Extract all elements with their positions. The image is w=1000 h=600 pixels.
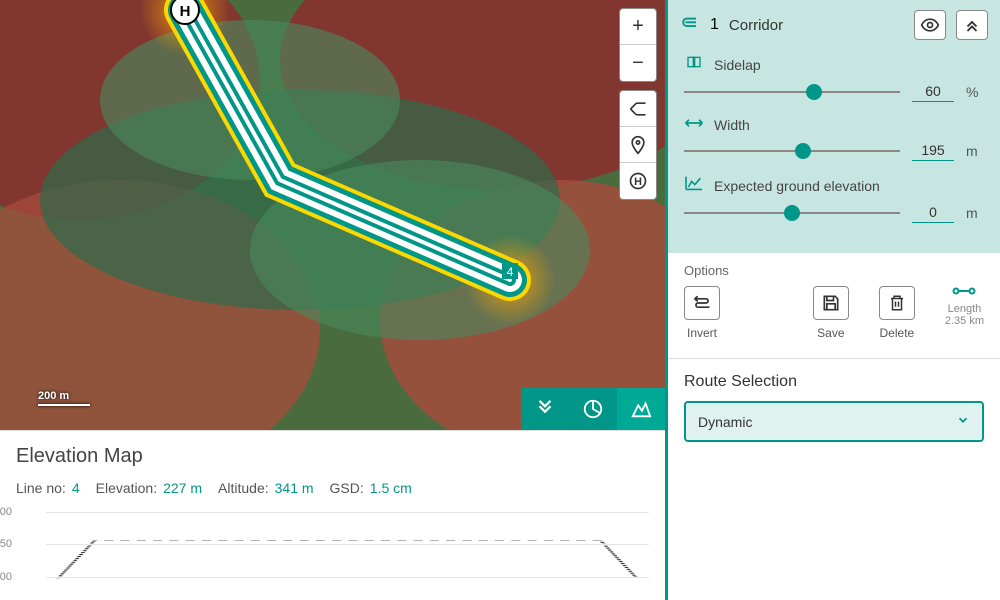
collapse-panel-button[interactable]: [521, 388, 569, 430]
corridor-header: 1 Corridor: [668, 0, 1000, 50]
elevation-chart: 400 350 300: [46, 512, 649, 584]
home-point-button[interactable]: H: [620, 163, 656, 199]
width-label: Width: [714, 117, 750, 133]
elevation-title: Elevation Map: [16, 445, 649, 468]
elevation-value: 227 m: [163, 480, 202, 496]
width-slider[interactable]: [684, 141, 900, 161]
delete-label: Delete: [880, 326, 915, 340]
length-icon: [952, 286, 976, 299]
sidelap-icon: [684, 54, 704, 75]
save-label: Save: [817, 326, 844, 340]
zoom-out-button[interactable]: −: [620, 45, 656, 81]
y-tick: 400: [0, 506, 12, 518]
gsd-value: 1.5 cm: [370, 480, 412, 496]
collapse-button[interactable]: [956, 10, 988, 40]
delete-button[interactable]: Delete: [879, 286, 915, 340]
y-tick: 300: [0, 571, 12, 583]
width-icon: [684, 116, 704, 134]
sidelap-slider[interactable]: [684, 82, 900, 102]
length-value: 2.35 km: [945, 315, 984, 327]
svg-text:4: 4: [507, 265, 514, 279]
corridor-title: Corridor: [729, 17, 904, 34]
ground-elevation-label: Expected ground elevation: [714, 178, 880, 194]
gsd-label: GSD:: [330, 480, 364, 496]
width-input[interactable]: [912, 140, 954, 161]
sidelap-label: Sidelap: [714, 57, 761, 73]
ground-elevation-input[interactable]: [912, 202, 954, 223]
save-button[interactable]: Save: [813, 286, 849, 340]
terrain-toggle-button[interactable]: [617, 388, 665, 430]
ground-elevation-unit: m: [966, 205, 984, 221]
y-tick: 350: [0, 538, 12, 550]
route-selected-value: Dynamic: [698, 414, 752, 430]
waypoint-tool-button[interactable]: [620, 127, 656, 163]
chart-toggle-button[interactable]: [569, 388, 617, 430]
route-select[interactable]: Dynamic: [684, 401, 984, 442]
corridor-icon: [680, 14, 700, 37]
sidelap-input[interactable]: [912, 81, 954, 102]
length-indicator: Length 2.35 km: [945, 286, 984, 327]
invert-button[interactable]: Invert: [684, 286, 720, 340]
line-no-value: 4: [72, 480, 80, 496]
chevron-down-icon: [956, 413, 970, 430]
altitude-label: Altitude:: [218, 480, 269, 496]
altitude-value: 341 m: [275, 480, 314, 496]
route-selection-heading: Route Selection: [684, 373, 984, 391]
map-canvas[interactable]: H 4 200 m + − H: [0, 0, 665, 430]
elevation-label: Elevation:: [96, 480, 157, 496]
width-unit: m: [966, 143, 984, 159]
corridor-index: 1: [710, 16, 719, 34]
ground-elevation-slider[interactable]: [684, 203, 900, 223]
options-label: Options: [684, 263, 984, 278]
line-no-label: Line no:: [16, 480, 66, 496]
zoom-in-button[interactable]: +: [620, 9, 656, 45]
svg-text:H: H: [634, 176, 642, 188]
svg-text:H: H: [180, 3, 191, 20]
elevation-panel: Elevation Map Line no: 4 Elevation: 227 …: [0, 430, 665, 600]
visibility-toggle-button[interactable]: [914, 10, 946, 40]
ground-elevation-icon: [684, 175, 704, 196]
length-label: Length: [948, 303, 982, 315]
drone-tool-button[interactable]: [620, 91, 656, 127]
scale-bar: 200 m: [38, 390, 90, 406]
sidelap-unit: %: [966, 84, 984, 100]
invert-label: Invert: [687, 326, 717, 340]
